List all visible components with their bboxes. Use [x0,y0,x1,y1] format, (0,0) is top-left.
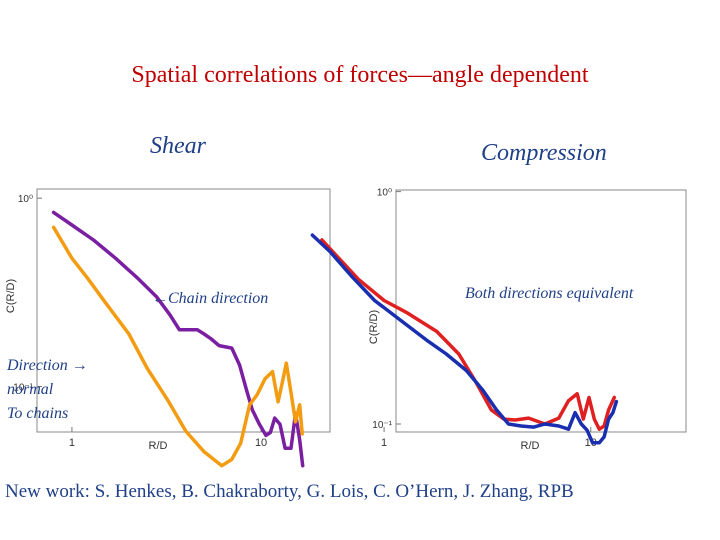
shear-chart: 1 10 10⁰ 10⁻¹ C(R/D) R/D [0,178,340,468]
compression-plot-frame [395,189,687,433]
shear-annotation-normal-direction: Direction → normal To chains [7,354,88,426]
compression-series-direction-1 [320,238,617,431]
annotation-line: To chains [7,405,69,422]
compression-plot-background [355,178,695,438]
compression-annotation: Both directions equivalent [465,285,634,302]
compression-chart: 1 10 10⁰ 10⁻¹ C(R/D) R/D [310,178,695,452]
annotation-line: Direction → [7,357,88,374]
shear-y-axis-label: C(R/D) [5,279,17,313]
annotation-line: normal [7,381,54,398]
slide-title: Spatial correlations of forces—angle dep… [131,62,589,88]
y-tick-label: 10⁻¹ [13,383,33,394]
x-tick-label: 1 [69,437,75,449]
compression-panel-label: Compression [481,140,607,166]
x-tick-label: 1 [381,437,387,449]
x-tick-label: 10 [585,437,597,449]
compression-axis-ticks: 1 10 10⁰ 10⁻¹ [372,188,597,449]
y-tick-label: 10⁰ [377,188,392,199]
footer-credits: New work: S. Henkes, B. Chakraborty, G. … [5,481,574,502]
y-tick-label: 10⁰ [18,194,33,205]
shear-plot-frame [36,188,331,433]
shear-series-normal-direction [51,225,304,468]
shear-axis-ticks: 1 10 10⁰ 10⁻¹ [13,194,267,449]
shear-x-axis-label: R/D [149,440,168,452]
shear-series-chain-direction [51,210,305,468]
shear-panel-label: Shear [150,133,206,159]
shear-annotation-chain-direction: ←Chain direction [152,290,269,307]
compression-x-axis-label: R/D [521,440,540,452]
x-tick-label: 10 [255,437,267,449]
y-tick-label: 10⁻¹ [372,420,392,431]
compression-series-direction-2 [310,233,619,445]
compression-y-axis-label: C(R/D) [368,310,380,344]
